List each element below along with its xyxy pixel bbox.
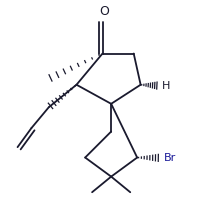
Text: H: H [162,81,170,91]
Text: Br: Br [163,153,175,163]
Text: O: O [99,5,109,18]
